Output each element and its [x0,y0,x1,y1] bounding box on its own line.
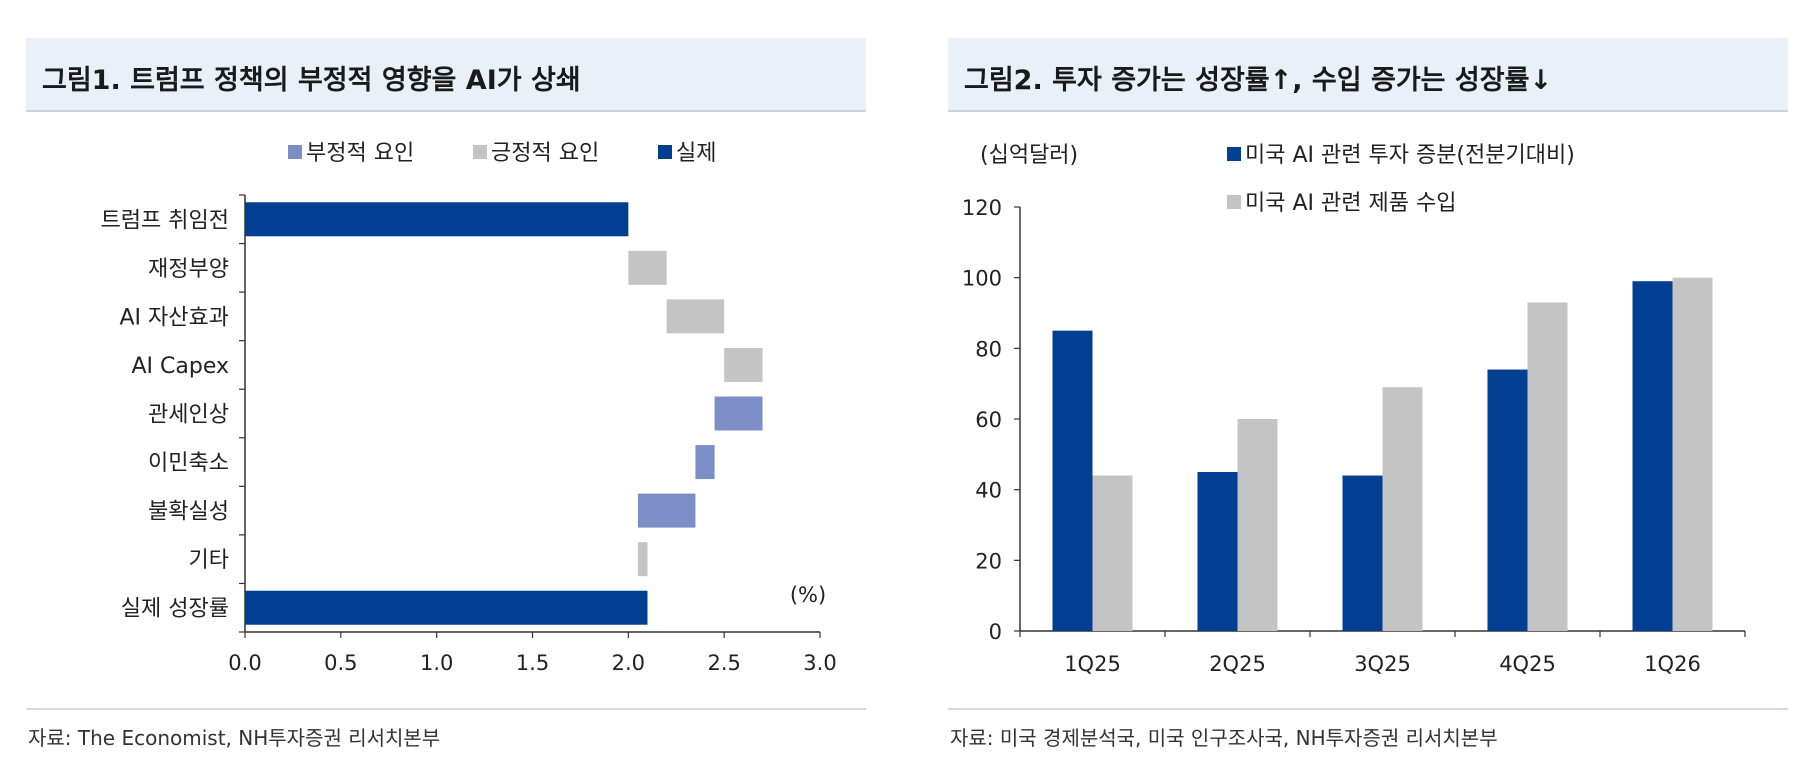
y-tick-label: 0 [989,620,1002,644]
bar-imports [1672,277,1713,631]
bar-investment [1632,281,1673,631]
left-source-divider [26,708,866,710]
bar-investment [1197,472,1238,631]
x-tick-label: 0.0 [228,651,261,675]
bar-investment [1342,475,1383,631]
legend-label-negative: 부정적 요인 [306,141,414,166]
bar-actual [245,202,629,237]
x-tick-label: 1Q26 [1644,652,1701,676]
bar-imports [1527,302,1568,631]
y-tick-label: 120 [962,196,1002,220]
left-chart-panel: 그림1. 트럼프 정책의 부정적 영향을 AI가 상쇄 부정적 요인 긍정적 요인… [0,0,880,779]
category-label: 기타 [189,548,229,573]
right-source-divider [948,708,1788,710]
bar-investment [1052,330,1093,631]
legend-swatch-positive [473,145,487,159]
x-tick-label: 0.5 [324,651,357,675]
category-label: AI Capex [131,354,229,379]
x-tick-label: 2Q25 [1209,652,1266,676]
right-chart-title-bar: 그림2. 투자 증가는 성장률↑, 수입 증가는 성장률↓ [948,38,1788,112]
right-chart-title: 그림2. 투자 증가는 성장률↑, 수입 증가는 성장률↓ [964,65,1553,96]
x-tick-label: 1Q25 [1064,652,1121,676]
legend-swatch-actual [658,145,672,159]
bar-imports [1382,387,1423,631]
bar-negative [637,493,696,528]
left-chart-source: 자료: The Economist, NH투자증권 리서치본부 [28,726,441,750]
waterfall-chart: 부정적 요인 긍정적 요인 실제 0.0 0.5 1.0 1.5 2.0 2.5 3.0 (%) 트럼… [101,141,837,675]
x-tick-label: 3.0 [803,651,836,675]
y-tick-label: 20 [975,549,1002,573]
legend-swatch [1227,147,1241,161]
legend-label: 미국 AI 관련 투자 증분(전분기대비) [1245,143,1575,168]
y-tick-label: 100 [962,267,1002,291]
x-tick-label: 4Q25 [1499,652,1556,676]
legend-label-actual: 실제 [676,141,716,166]
bar-positive [637,542,648,577]
bar-positive [666,299,725,334]
y-axis-unit-label: (십억달러) [980,143,1078,168]
bar-investment [1487,369,1528,631]
category-label: AI 자산효과 [120,305,230,330]
legend-swatch [1227,195,1241,209]
x-tick-label: 2.0 [612,651,645,675]
legend-label-positive: 긍정적 요인 [491,141,599,166]
category-label: 이민축소 [148,451,229,476]
bar-imports [1092,475,1133,631]
bar-negative [714,396,763,431]
legend-label: 미국 AI 관련 제품 수입 [1245,191,1456,216]
bar-imports [1237,419,1278,631]
left-chart-title: 그림1. 트럼프 정책의 부정적 영향을 AI가 상쇄 [42,65,581,96]
bar-positive [724,347,763,382]
bar-negative [695,445,715,480]
category-label: 관세인상 [148,403,229,428]
x-tick-label: 3Q25 [1354,652,1411,676]
category-label: 트럼프 취임전 [101,208,229,233]
x-tick-label: 1.0 [420,651,453,675]
category-label: 불확실성 [148,500,229,525]
legend-swatch-negative [288,145,302,159]
x-tick-label: 2.5 [707,651,740,675]
right-chart-source: 자료: 미국 경제분석국, 미국 인구조사국, NH투자증권 리서치본부 [950,726,1498,750]
y-tick-label: 80 [975,337,1002,361]
bar-positive [628,250,667,285]
category-label: 실제 성장률 [121,597,229,622]
grouped-bar-chart: (십억달러) 미국 AI 관련 투자 증분(전분기대비) 미국 AI 관련 제품 수… [962,143,1746,676]
category-label: 재정부양 [148,257,229,282]
right-chart-panel: 그림2. 투자 증가는 성장률↑, 수입 증가는 성장률↓ (십억달러) 미국 A… [940,0,1798,779]
left-chart-title-bar: 그림1. 트럼프 정책의 부정적 영향을 AI가 상쇄 [26,38,866,112]
bar-actual [245,590,648,625]
y-tick-label: 40 [975,479,1002,503]
unit-label: (%) [790,583,826,607]
y-tick-label: 60 [975,408,1002,432]
x-tick-label: 1.5 [516,651,549,675]
